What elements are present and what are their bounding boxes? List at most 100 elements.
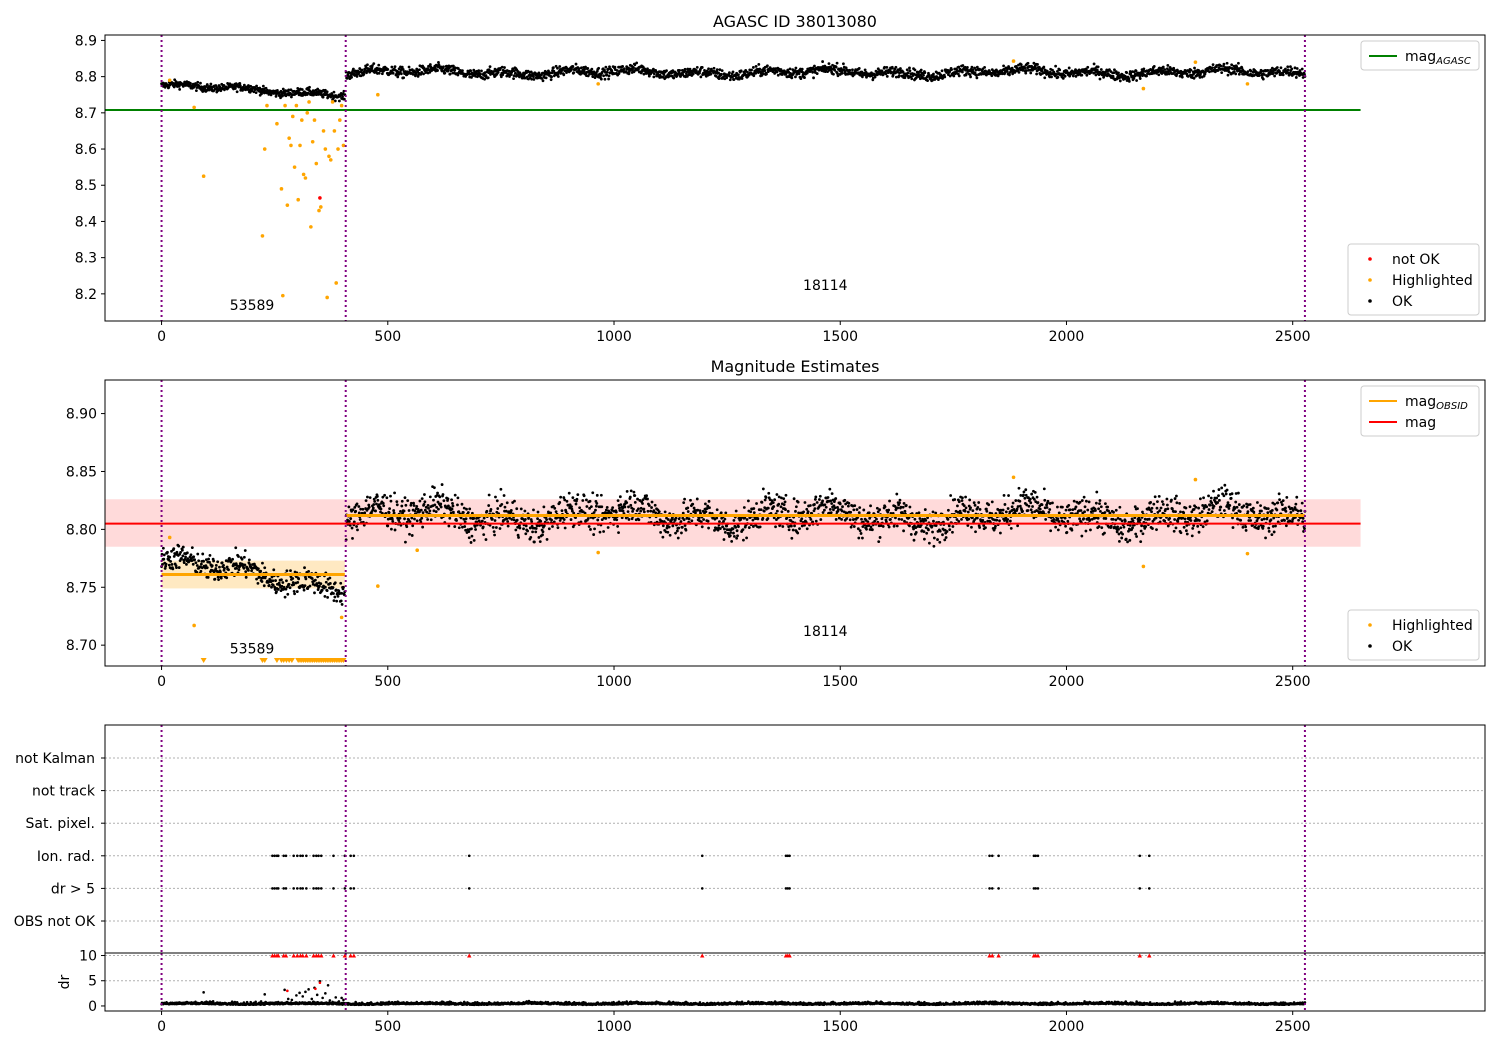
panel2-ok-point	[1225, 488, 1229, 492]
panel1-ok-point	[371, 64, 374, 68]
panel2-ok-point	[162, 557, 166, 561]
panel1-ok-point	[194, 89, 198, 93]
panel2-ok-point	[948, 528, 952, 532]
panel1-ok-point	[725, 76, 729, 80]
panel2-ok-point	[554, 510, 558, 513]
panel2-ok-point	[837, 508, 840, 511]
panel2-ok-point	[485, 509, 489, 513]
panel2-ok-point	[244, 570, 248, 574]
panel2-ok-point	[1144, 525, 1148, 528]
panel2-ok-point	[199, 562, 203, 566]
panel1-ok-point	[1286, 65, 1290, 69]
panel2-ok-point	[1163, 519, 1167, 523]
panel2-ok-point	[599, 493, 603, 497]
panel2-ok-point	[912, 538, 916, 542]
panel1-highlighted-point	[1193, 60, 1198, 64]
panel2-ok-point	[256, 567, 260, 571]
panel1-ok-point	[562, 73, 566, 77]
panel2-ok-point	[901, 505, 905, 509]
panel2-ok-point	[949, 494, 953, 497]
panel2-ok-point	[823, 508, 826, 512]
panel2-ok-point	[1153, 495, 1157, 499]
panel2-ok-point	[869, 504, 872, 508]
panel2-ok-point	[1006, 507, 1010, 510]
panel2-ok-point	[843, 498, 847, 502]
panel2-ok-point	[1082, 495, 1086, 499]
panel2-ok-point	[606, 526, 610, 529]
panel2-ok-point	[451, 501, 454, 505]
panel2-ok-point	[938, 540, 942, 544]
panel2-ok-point	[177, 544, 181, 548]
panel1-ok-point	[205, 83, 209, 86]
panel2-ok-point	[487, 504, 491, 507]
panel2-ok-point	[234, 546, 238, 550]
panel1-ok-point	[840, 71, 844, 75]
panel2-ok-point	[465, 507, 468, 511]
panel2-ok-point	[220, 561, 224, 565]
panel1-ok-point	[1023, 66, 1027, 70]
panel1-ok-point	[604, 65, 608, 69]
panel2-ok-point	[530, 520, 534, 523]
panel2-ok-point	[426, 518, 430, 521]
panel1-ok-point	[632, 66, 635, 69]
panel2-ok-point	[1082, 517, 1086, 521]
panel2-ok-point	[432, 486, 436, 490]
panel2-ok-point	[676, 536, 680, 540]
panel2-ok-point	[1032, 497, 1036, 501]
panel2-ok-point	[267, 583, 271, 587]
panel2-ok-point	[242, 555, 246, 559]
panel1-ytick-label: 8.8	[75, 70, 97, 86]
panel2-ok-point	[563, 526, 567, 530]
panel2-ok-point	[1227, 507, 1231, 510]
panel2-ok-point	[627, 518, 631, 521]
panel2-ok-point	[706, 519, 710, 523]
panel2-ok-point	[256, 581, 260, 585]
panel2-ok-point	[434, 510, 438, 514]
panel1-ok-point	[332, 90, 336, 94]
panel1-ok-point	[469, 69, 472, 73]
panel2-ok-point	[999, 531, 1002, 535]
panel2-ok-point	[1134, 532, 1138, 536]
panel2-ok-point	[1030, 510, 1034, 514]
panel2-ok-point	[385, 496, 389, 500]
panel2-ok-point	[202, 559, 206, 563]
panel2-ok-point	[336, 594, 340, 598]
panel1-ok-point	[788, 67, 792, 71]
panel1-ok-point	[926, 79, 929, 83]
panel2-ok-point	[961, 496, 964, 500]
panel2-ok-point	[736, 534, 739, 538]
panel2-ok-point	[1149, 500, 1153, 504]
panel1-ok-point	[550, 71, 554, 75]
panel2-ok-point	[1049, 529, 1053, 533]
panel2-ok-point	[994, 524, 997, 528]
panel1-ok-point	[574, 62, 578, 66]
panel1-ok-point	[885, 65, 889, 69]
panel2-ok-point	[421, 511, 425, 514]
panel1-ok-point	[597, 66, 601, 70]
panel2-ok-point	[1103, 502, 1107, 506]
panel2-ok-point	[190, 546, 194, 550]
panel2-ok-point	[1004, 510, 1008, 514]
panel2-ok-point	[280, 578, 283, 582]
panel2-ok-point	[779, 505, 783, 509]
panel1-ok-point	[509, 73, 513, 76]
panel2-ok-point	[1003, 503, 1007, 506]
panel1-ok-point	[571, 65, 575, 68]
panel2-ok-point	[732, 518, 736, 522]
panel1-ok-point	[428, 70, 432, 74]
panel2-ok-point	[652, 509, 656, 512]
panel2-ok-point	[541, 530, 545, 534]
panel2-ok-point	[903, 509, 907, 513]
panel1-ok-point	[1220, 71, 1224, 74]
panel2-ok-point	[977, 501, 981, 504]
panel2-ok-point	[1178, 501, 1181, 505]
panel2-ok-point	[814, 519, 818, 523]
panel2-ok-point	[1043, 498, 1047, 502]
panel1-ok-point	[377, 71, 381, 75]
panel2-ok-point	[342, 585, 345, 589]
panel2-ok-point	[357, 505, 361, 508]
panel2-ok-point	[1061, 505, 1064, 509]
panel2-ok-point	[666, 518, 670, 521]
panel1-ok-point	[957, 74, 961, 78]
